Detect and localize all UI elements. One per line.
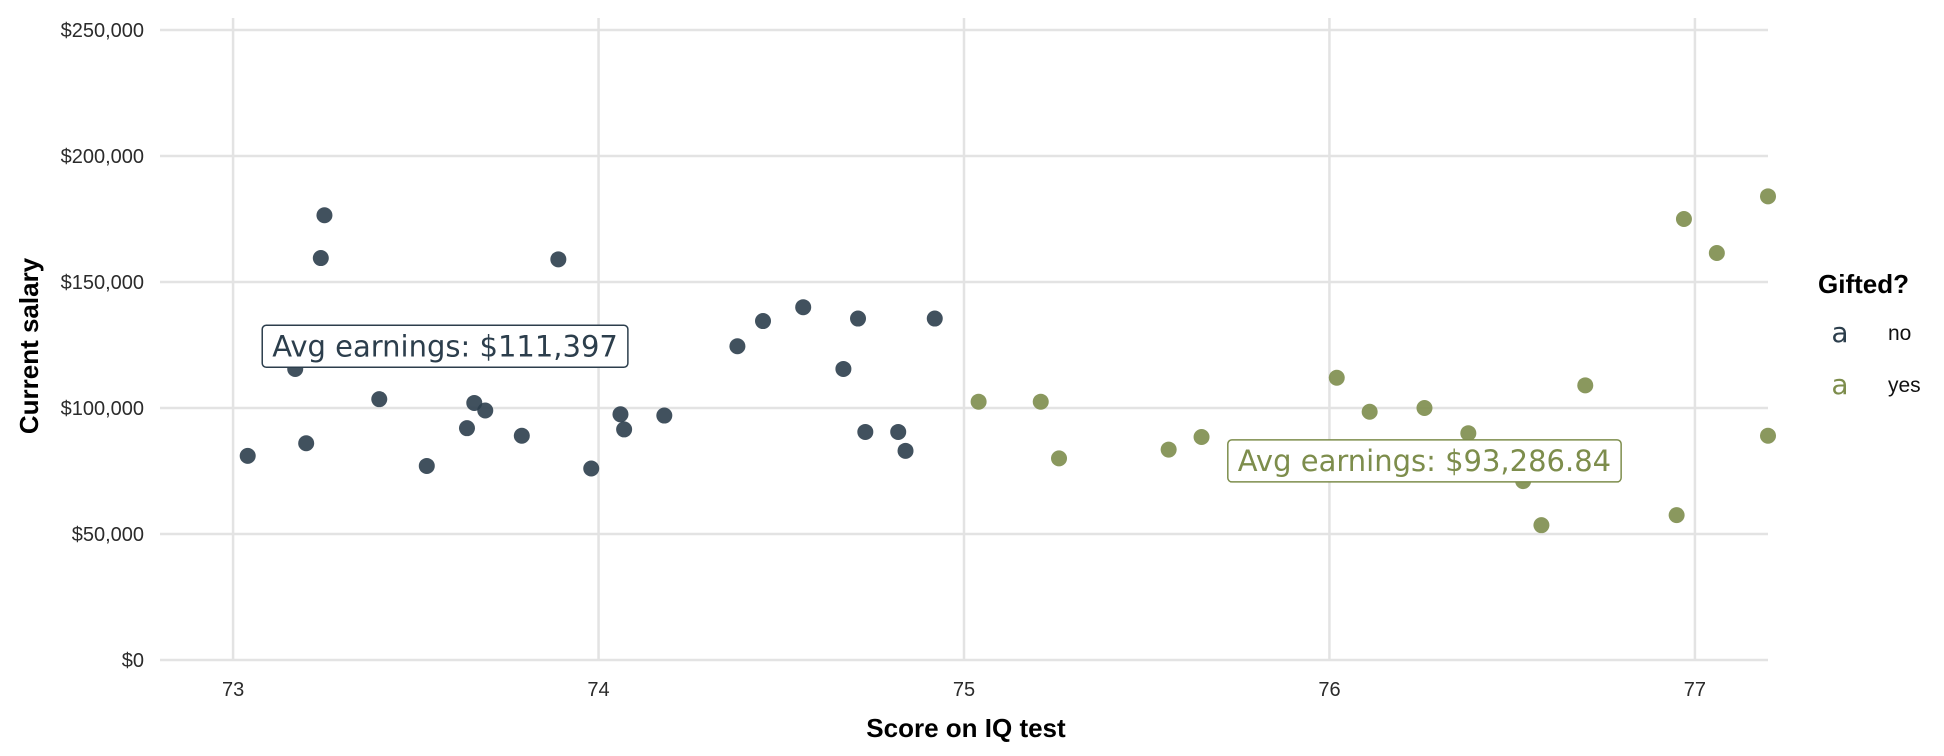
point-no <box>890 423 907 440</box>
x-tick-label: 76 <box>1318 679 1340 701</box>
point-yes <box>1460 425 1477 442</box>
grid-layer <box>160 18 1768 662</box>
y-tick-label: $200,000 <box>61 146 144 168</box>
point-no <box>550 251 567 268</box>
point-no <box>795 299 812 316</box>
annotation-box <box>261 324 629 369</box>
point-no <box>850 310 867 327</box>
legend-key-no: a <box>1831 316 1848 349</box>
legend-label-no: no <box>1888 322 1911 345</box>
annotation-yes: Avg earnings: $93,286.84 <box>1227 439 1622 483</box>
y-axis-title: Current salary <box>14 257 44 434</box>
annotation-no: Avg earnings: $111,397 <box>261 324 629 369</box>
x-tick-label: 77 <box>1684 679 1706 701</box>
x-axis-title: Score on IQ test <box>866 713 1066 743</box>
point-no <box>316 207 333 224</box>
point-no <box>729 338 746 355</box>
point-yes <box>1160 441 1177 458</box>
point-yes <box>1051 450 1068 467</box>
y-tick-label: $0 <box>122 650 144 672</box>
point-yes <box>1416 400 1433 416</box>
point-yes <box>1760 427 1776 444</box>
points-layer <box>239 188 1776 534</box>
point-no <box>857 423 874 440</box>
point-yes <box>1533 517 1550 534</box>
point-no <box>371 391 388 408</box>
point-no <box>616 421 633 438</box>
legend-title: Gifted? <box>1818 269 1909 299</box>
point-no <box>583 460 600 477</box>
point-yes <box>1708 245 1725 262</box>
legend-key-yes: a <box>1831 368 1848 401</box>
y-tick-label: $100,000 <box>61 398 144 420</box>
point-yes <box>1760 188 1776 205</box>
point-no <box>926 310 943 327</box>
point-no <box>312 250 329 267</box>
point-no <box>418 457 435 474</box>
annotation-box <box>1227 439 1622 483</box>
annotation-label: Avg earnings: $93,286.84 <box>1238 444 1611 478</box>
point-no <box>239 447 256 464</box>
point-no <box>612 406 629 423</box>
point-no <box>835 360 852 377</box>
point-yes <box>1328 369 1345 386</box>
point-yes <box>1032 393 1049 410</box>
point-no <box>458 420 475 437</box>
point-no <box>755 313 771 330</box>
point-yes <box>1675 211 1692 227</box>
legend-label-yes: yes <box>1888 374 1921 397</box>
annotations-layer: Avg earnings: $111,397 Avg earnings: $93,… <box>261 324 1622 483</box>
x-tick-label: 73 <box>222 679 244 701</box>
y-tick-label: $150,000 <box>61 272 144 294</box>
y-tick-label: $50,000 <box>72 524 144 546</box>
point-yes <box>970 393 987 410</box>
x-tick-label: 74 <box>587 679 609 701</box>
point-no <box>897 442 914 459</box>
point-yes <box>1193 428 1210 445</box>
y-tick-labels: $0 $50,000 $100,000 $150,000 $200,000 $250,00… <box>61 20 144 672</box>
point-no <box>298 435 315 452</box>
point-no <box>477 402 494 419</box>
y-tick-label: $250,000 <box>61 20 144 42</box>
x-tick-labels: 73 74 75 76 77 <box>222 679 1706 701</box>
point-no <box>513 427 530 444</box>
annotation-label: Avg earnings: $111,397 <box>272 329 618 363</box>
legend-items: a no a yes <box>1831 316 1920 401</box>
legend: Gifted? a no a yes <box>1818 269 1921 401</box>
point-no <box>656 407 673 424</box>
x-tick-label: 75 <box>953 679 975 701</box>
point-yes <box>1668 507 1685 524</box>
point-yes <box>1361 403 1378 420</box>
point-yes <box>1577 377 1594 394</box>
